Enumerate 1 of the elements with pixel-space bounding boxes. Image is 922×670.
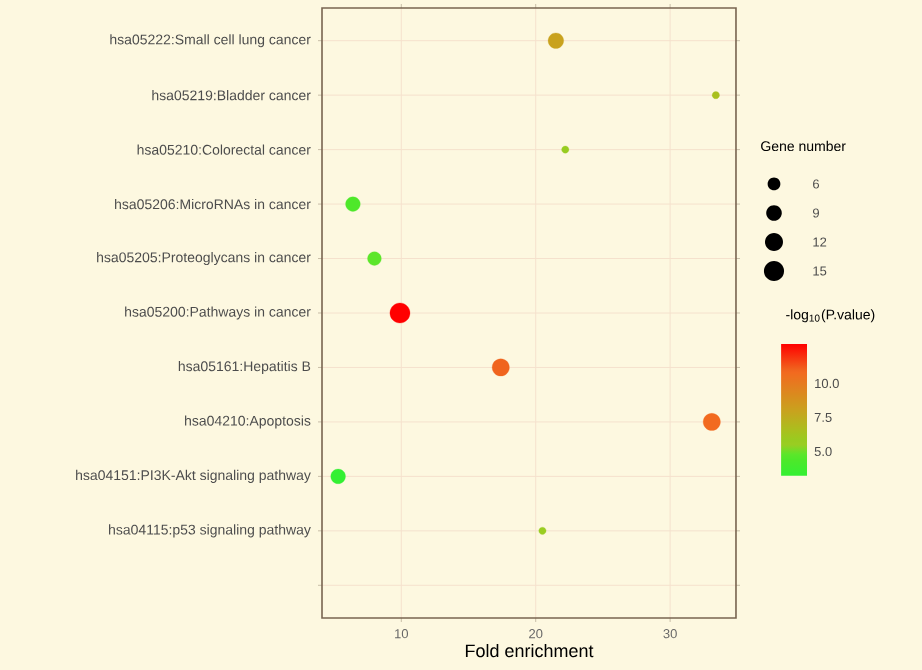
x-axis-title: Fold enrichment xyxy=(465,643,594,658)
